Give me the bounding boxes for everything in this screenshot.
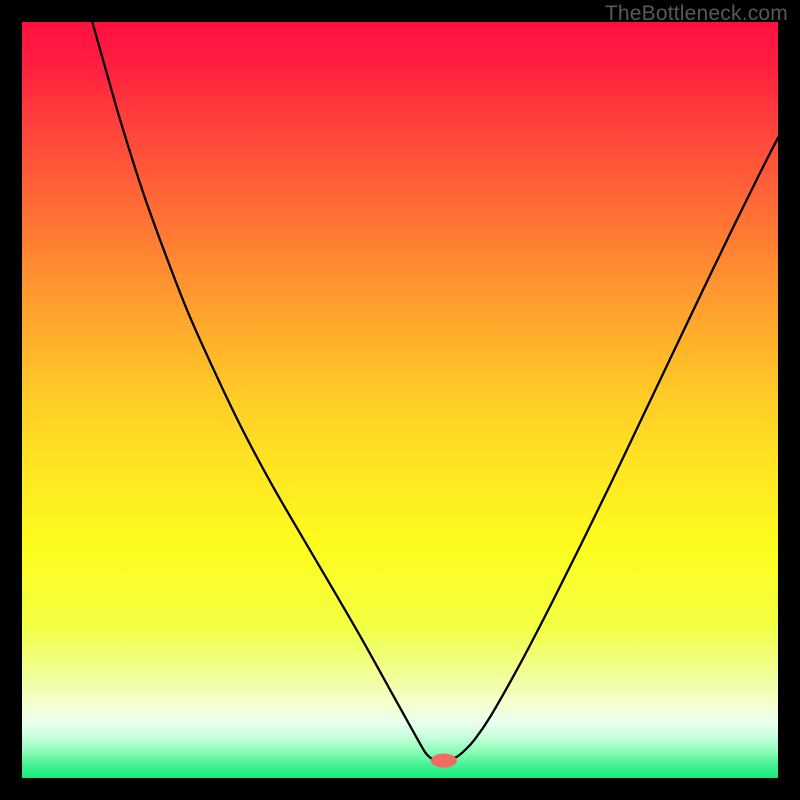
bottleneck-chart	[22, 22, 778, 778]
watermark-text: TheBottleneck.com	[605, 2, 788, 26]
minimum-marker	[431, 754, 457, 768]
chart-container: TheBottleneck.com	[0, 0, 800, 800]
chart-plot-area	[22, 22, 778, 778]
gradient-background	[22, 22, 778, 778]
